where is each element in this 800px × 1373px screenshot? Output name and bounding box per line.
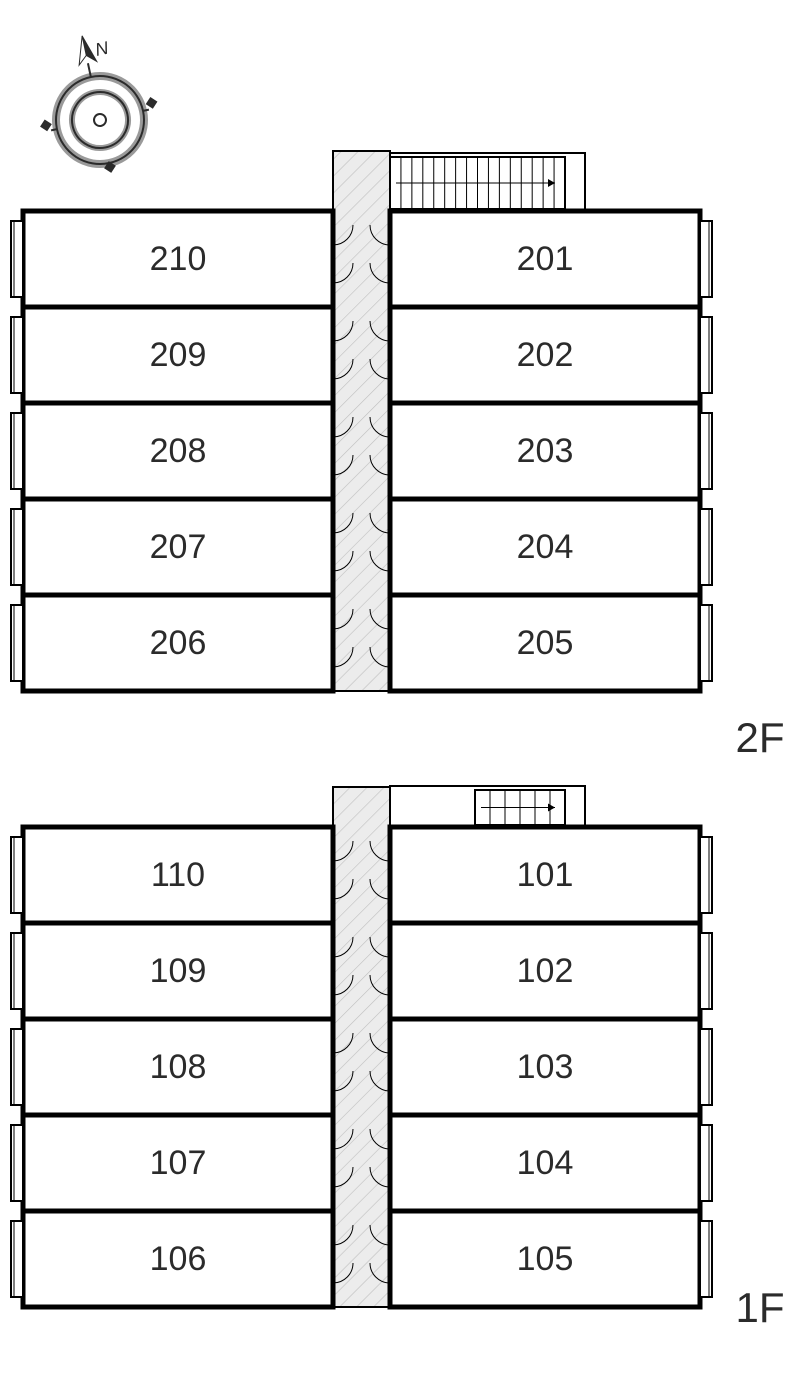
room-label: 102 <box>517 952 574 990</box>
room-label: 203 <box>517 432 574 470</box>
room-label: 208 <box>150 432 207 470</box>
floorplan-diagram: 210 201 209 202 208 203 207 204 206 205 2F 110 101 10… <box>0 0 800 1373</box>
room-label: 201 <box>517 240 574 278</box>
room-label: 207 <box>150 528 207 566</box>
floor-label: 2F <box>735 714 784 761</box>
room-label: 106 <box>150 1240 207 1278</box>
room-label: 210 <box>150 240 207 278</box>
floor-2F: 210 201 209 202 208 203 207 204 206 205 2F <box>11 151 785 761</box>
corridor <box>333 151 390 691</box>
room-label: 108 <box>150 1048 207 1086</box>
room-label: 110 <box>151 856 205 894</box>
room-label: 205 <box>517 624 574 662</box>
room-label: 104 <box>517 1144 574 1182</box>
room-label: 109 <box>150 952 207 990</box>
room-label: 204 <box>517 528 574 566</box>
room-label: 103 <box>517 1048 574 1086</box>
floor-1F: 110 101 109 102 108 103 107 104 106 105 1F <box>11 786 785 1331</box>
room-label: 209 <box>150 336 207 374</box>
corridor <box>333 787 390 1307</box>
room-label: 101 <box>517 856 574 894</box>
floorplan-svg: 210 201 209 202 208 203 207 204 206 205 2F 110 101 10… <box>0 0 800 1373</box>
room-label: 105 <box>517 1240 574 1278</box>
room-label: 202 <box>517 336 574 374</box>
room-label: 107 <box>150 1144 207 1182</box>
floor-label: 1F <box>735 1284 784 1331</box>
room-label: 206 <box>150 624 207 662</box>
